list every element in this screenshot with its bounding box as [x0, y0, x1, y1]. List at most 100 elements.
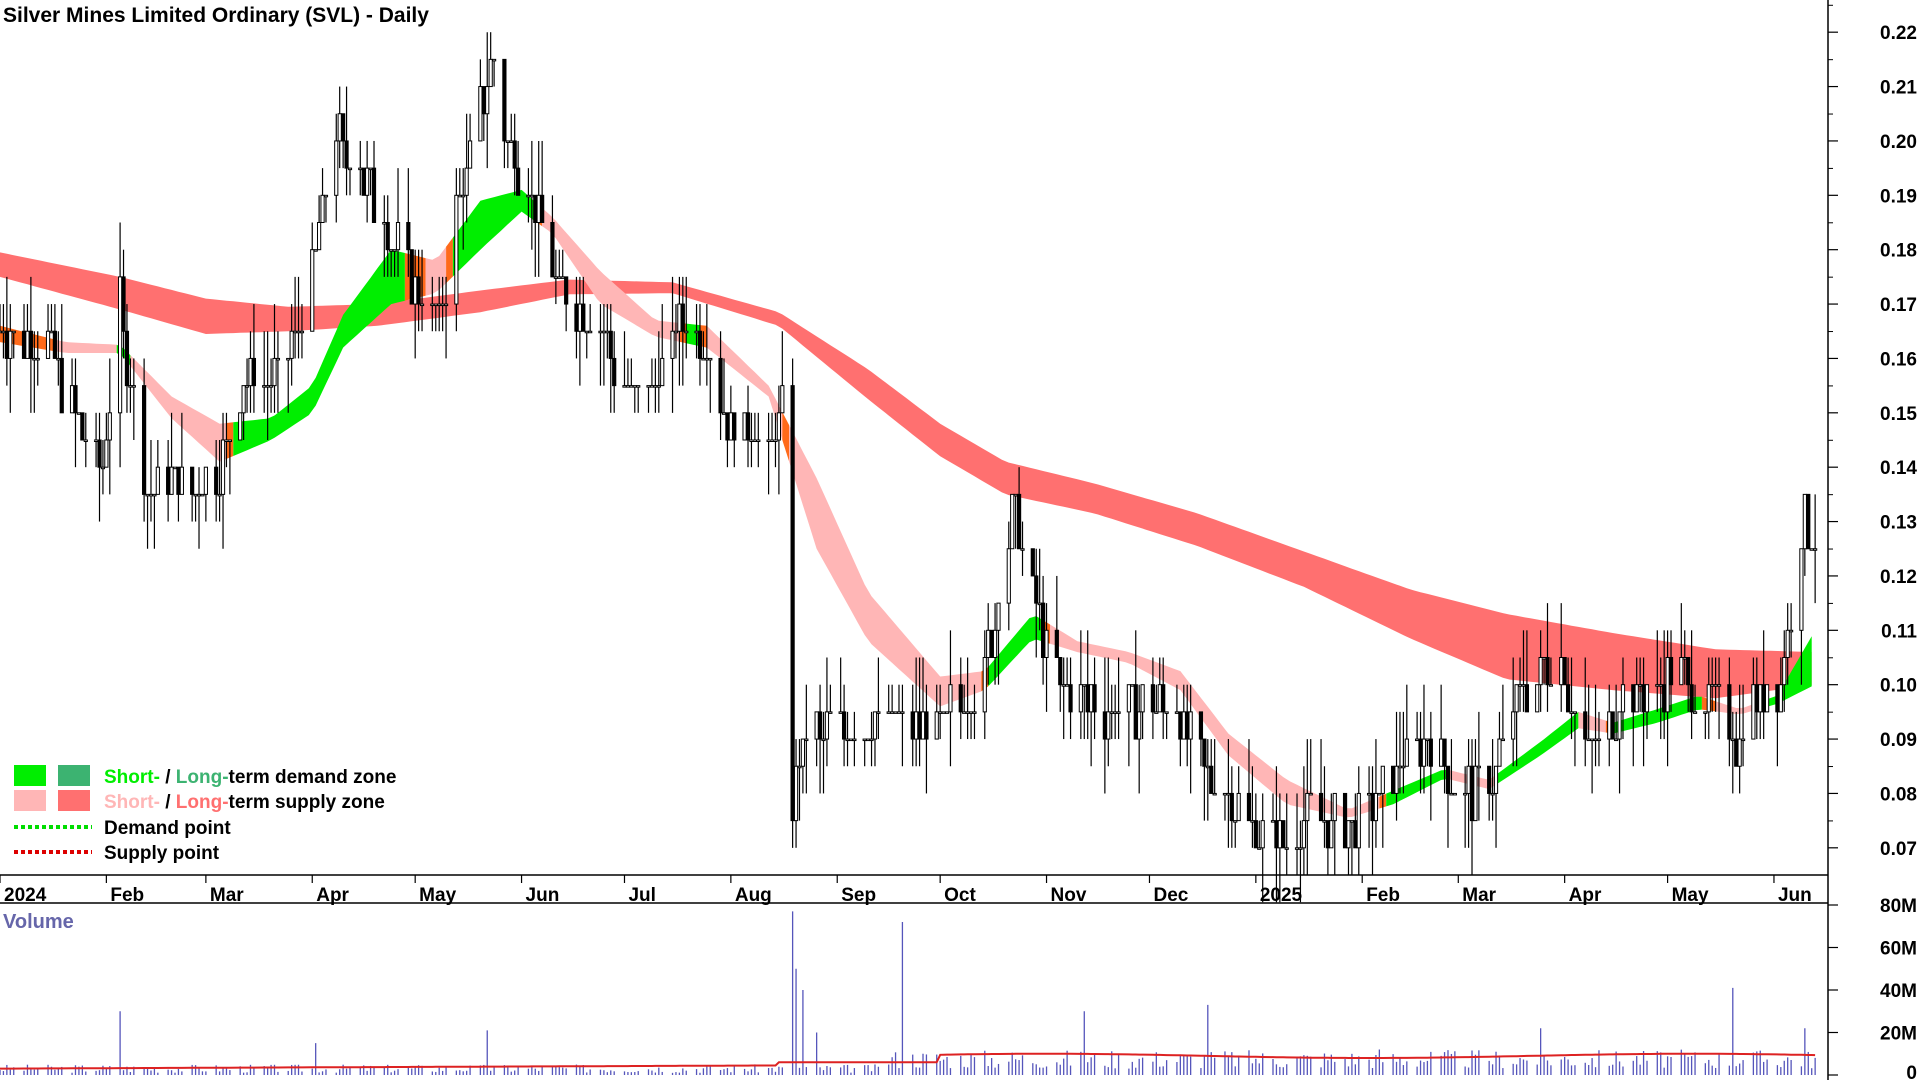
candle-body — [337, 113, 342, 142]
candle-body — [660, 357, 665, 387]
candle-body — [1610, 711, 1615, 740]
price-tick-label: 0.20 — [1880, 132, 1917, 153]
candle-body — [392, 249, 397, 252]
candle-body — [646, 385, 651, 388]
candle-body — [1734, 738, 1739, 767]
candle-body — [200, 493, 205, 497]
candle-body — [443, 303, 449, 307]
candle-body — [1209, 765, 1214, 794]
legend-supply-zone: Short- / Long-term supply zone — [104, 792, 385, 813]
candle-body — [1583, 711, 1588, 740]
candle-body — [124, 330, 130, 387]
candle-body — [886, 711, 891, 714]
candle-body — [1298, 847, 1303, 850]
candle-body — [708, 357, 713, 361]
candle-body — [265, 385, 270, 388]
candle-body — [100, 466, 106, 470]
candle-body — [962, 711, 967, 714]
candle-body — [968, 711, 974, 714]
candle-body — [1706, 684, 1711, 713]
candle-body — [1366, 792, 1372, 796]
candle-body — [1782, 657, 1787, 686]
candle-body — [56, 357, 61, 361]
candle-body — [142, 385, 147, 495]
legend-demand-long: Long- — [176, 767, 229, 788]
candle-body — [97, 439, 102, 468]
candle-body — [1490, 792, 1495, 796]
candle-body — [1006, 548, 1011, 604]
candle-body — [1737, 738, 1742, 767]
candle-body — [1308, 792, 1313, 796]
candle-body — [334, 140, 339, 196]
candle-body — [512, 140, 517, 169]
candle-body — [457, 194, 462, 198]
x-tick-label: May — [419, 885, 456, 906]
short-term-zone-17 — [789, 425, 982, 707]
candle-body — [341, 113, 346, 142]
candle-body — [1034, 575, 1039, 604]
candle-body — [656, 385, 661, 388]
candle-body — [1020, 548, 1025, 551]
short-term-zone-19 — [988, 616, 1044, 687]
candle-body — [790, 385, 795, 822]
candle-body — [632, 385, 637, 388]
candle-body — [1710, 684, 1715, 687]
legend-supply-long: Long- — [176, 792, 229, 813]
candle-body — [1010, 493, 1015, 550]
candle-body — [11, 330, 16, 334]
candle-body — [238, 412, 243, 441]
candle-body — [117, 276, 123, 414]
candle-body — [742, 412, 747, 441]
candle-body — [862, 738, 867, 742]
candle-body — [1514, 684, 1519, 713]
candle-body — [1157, 684, 1162, 713]
candle-body — [677, 303, 682, 332]
candle-body — [910, 711, 915, 740]
candle-body — [385, 222, 390, 251]
candle-body — [166, 466, 171, 495]
candle-body — [797, 765, 802, 769]
short-term-zone-8 — [446, 237, 453, 284]
candle-body — [721, 412, 727, 415]
candle-body — [752, 439, 757, 442]
candle-body — [1394, 765, 1399, 794]
legend-short-demand-swatch — [14, 765, 46, 786]
candle-body — [1164, 711, 1169, 714]
candle-body — [1397, 765, 1403, 769]
candle-body — [725, 412, 730, 441]
candle-body — [1545, 657, 1550, 686]
candle-body — [540, 194, 545, 223]
candle-body — [728, 412, 733, 441]
candle-body — [526, 194, 531, 198]
short-term-zone-28 — [1612, 696, 1702, 734]
candle-body — [1541, 657, 1547, 660]
price-tick-label: 0.18 — [1880, 241, 1917, 262]
candle-body — [1740, 738, 1746, 742]
candle-body — [203, 466, 208, 495]
candle-body — [361, 167, 366, 196]
candle-body — [1318, 792, 1324, 822]
candle-body — [697, 330, 703, 359]
candle-body — [941, 711, 946, 714]
candle-body — [529, 194, 534, 198]
candle-body — [1754, 684, 1759, 713]
candle-body — [1346, 820, 1351, 849]
chart-title: Silver Mines Limited Ordinary (SVL) - Da… — [3, 4, 429, 27]
candle-body — [320, 194, 325, 223]
candle-body — [440, 303, 445, 307]
candle-body — [1030, 548, 1035, 577]
candle-body — [485, 86, 490, 115]
candle-body — [505, 140, 510, 143]
candle-body — [28, 330, 33, 359]
candle-body — [1614, 738, 1619, 742]
candle-body — [433, 303, 438, 307]
candle-body — [1620, 684, 1626, 713]
candle-body — [516, 167, 521, 196]
candle-body — [1517, 684, 1523, 687]
candle-body — [1727, 684, 1732, 740]
candle-body — [890, 711, 895, 714]
x-tick-label: Apr — [1569, 885, 1602, 906]
candle-body — [1137, 711, 1142, 740]
short-term-zone-31 — [1756, 636, 1812, 710]
candle-body — [1332, 792, 1337, 822]
